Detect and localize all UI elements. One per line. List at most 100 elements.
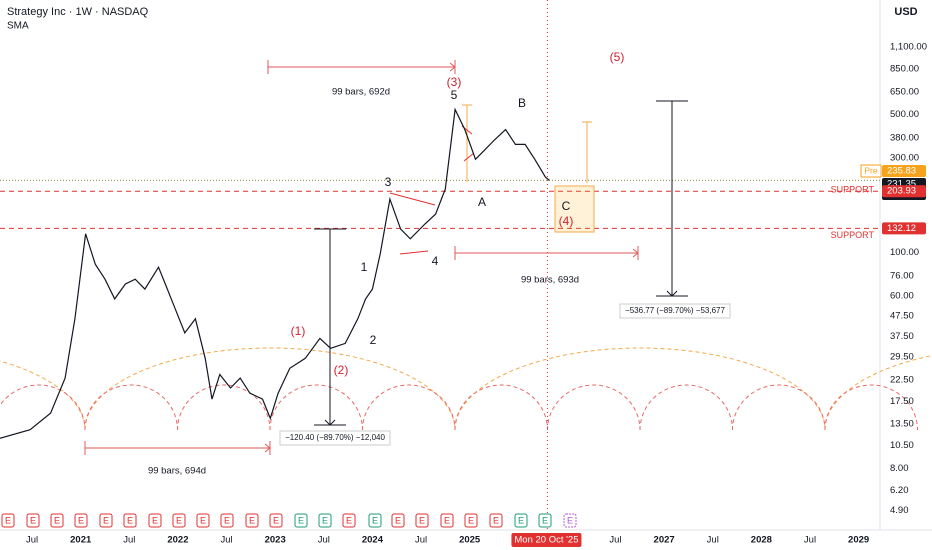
x-tick-label: Jul — [415, 535, 427, 546]
wave-label: 5 — [451, 88, 458, 102]
earnings-icon[interactable] — [99, 513, 113, 528]
earnings-icon[interactable] — [538, 513, 552, 528]
y-tick-label: 10.50 — [890, 440, 914, 451]
earnings-icon[interactable] — [172, 513, 186, 528]
currency[interactable]: USD — [894, 6, 917, 18]
earnings-icon-label: E — [30, 515, 36, 525]
y-tick-label: 650.00 — [890, 86, 919, 97]
y-tick-label: 100.00 — [890, 247, 919, 258]
x-tick-label: 2027 — [654, 535, 675, 546]
cycle-arc — [732, 384, 826, 431]
drawing-line — [632, 252, 639, 258]
earnings-icon[interactable] — [148, 513, 162, 528]
x-tick-label: Jul — [707, 535, 719, 546]
earnings-icon-label: E — [249, 515, 255, 525]
x-tick-label: Jul — [609, 535, 621, 546]
y-tick-label: 13.50 — [890, 418, 914, 429]
y-tick-label: 37.50 — [890, 331, 914, 342]
earnings-icon-label: E — [468, 515, 474, 525]
indicator-label: SMA — [7, 21, 29, 32]
cycle-arc — [84, 384, 178, 431]
price-tag — [882, 165, 926, 177]
earnings-icon[interactable] — [489, 513, 503, 528]
wave-label: 2 — [370, 333, 377, 347]
earnings-icon[interactable] — [563, 513, 577, 528]
drawing-line — [463, 152, 475, 162]
wave-label: (1) — [291, 324, 306, 338]
price-tag-label: 203.93 — [887, 186, 916, 197]
earnings-icon[interactable] — [245, 513, 259, 528]
earnings-icon[interactable] — [123, 513, 137, 528]
y-tick-label: 60.00 — [890, 291, 914, 302]
range-label: 99 bars, 694d — [148, 466, 206, 477]
wave-label: (4) — [559, 214, 574, 228]
earnings-icon-label: E — [273, 515, 279, 525]
earnings-icon-label: E — [372, 515, 378, 525]
y-tick-label: 22.50 — [890, 375, 914, 386]
target-zone — [554, 185, 595, 233]
earnings-icon[interactable] — [464, 513, 478, 528]
earnings-icon[interactable] — [391, 513, 405, 528]
earnings-icon[interactable] — [26, 513, 40, 528]
x-tick-label: Jul — [123, 535, 135, 546]
earnings-icon-label: E — [444, 515, 450, 525]
earnings-icon[interactable] — [50, 513, 64, 528]
y-tick-label: 6.20 — [890, 485, 909, 496]
earnings-icon[interactable] — [220, 513, 234, 528]
earnings-icon-label: E — [322, 515, 328, 525]
earnings-icon[interactable] — [368, 513, 382, 528]
earnings-icon[interactable] — [269, 513, 283, 528]
earnings-icon-label: E — [346, 515, 352, 525]
drawing-line — [671, 290, 678, 297]
cycle-arc — [454, 384, 548, 431]
earnings-icon[interactable] — [74, 513, 88, 528]
wave-label: 1 — [361, 260, 368, 274]
drawing-line — [264, 447, 271, 453]
y-tick-label: 76.00 — [890, 270, 914, 281]
earnings-icon[interactable] — [294, 513, 308, 528]
y-tick-label: 17.50 — [890, 396, 914, 407]
earnings-icon[interactable] — [318, 513, 332, 528]
drawing-line — [329, 419, 336, 426]
earnings-icon-label: E — [542, 515, 548, 525]
wave-label: B — [518, 96, 526, 110]
earnings-icon[interactable] — [196, 513, 210, 528]
earnings-icon-label: E — [395, 515, 401, 525]
y-tick-label: 380.00 — [890, 132, 919, 143]
x-tick-label: 2029 — [848, 535, 869, 546]
drawing-line — [449, 66, 456, 72]
y-tick-label: 1,100.00 — [890, 41, 927, 52]
earnings-icon[interactable] — [514, 513, 528, 528]
y-tick-label: 4.90 — [890, 505, 909, 516]
cycle-arc — [177, 384, 271, 431]
y-tick-label: 8.00 — [890, 463, 909, 474]
earnings-icon-label: E — [54, 515, 60, 525]
wave-label: 4 — [432, 254, 439, 268]
x-tick-label: Jul — [318, 535, 330, 546]
chart-title: Strategy Inc · 1W · NASDAQ — [7, 6, 149, 18]
x-tick-label: 2021 — [70, 535, 92, 546]
earnings-icon[interactable] — [342, 513, 356, 528]
earnings-icon-label: E — [152, 515, 158, 525]
wave-label: (2) — [334, 363, 349, 377]
price-tag — [882, 185, 926, 198]
cursor-label: Mon 20 Oct '25 — [514, 535, 578, 546]
earnings-icon-label: E — [5, 515, 11, 525]
earnings-icon[interactable] — [415, 513, 429, 528]
earnings-icon[interactable] — [1, 513, 15, 528]
y-tick-label: 47.50 — [890, 311, 914, 322]
drawing-line — [324, 419, 331, 426]
price-tag-label: 132.12 — [887, 223, 916, 234]
earnings-icon-label: E — [224, 515, 230, 525]
cycle-arc — [639, 384, 733, 431]
earnings-icon-label: E — [176, 515, 182, 525]
x-tick-label: 2022 — [167, 535, 188, 546]
wave-label: (3) — [447, 75, 462, 89]
measure-box — [279, 430, 391, 446]
range-label: 99 bars, 692d — [332, 87, 390, 98]
x-tick-label: 2028 — [751, 535, 772, 546]
drawing-line — [632, 248, 639, 254]
earnings-icon[interactable] — [440, 513, 454, 528]
x-tick-label: Jul — [220, 535, 232, 546]
